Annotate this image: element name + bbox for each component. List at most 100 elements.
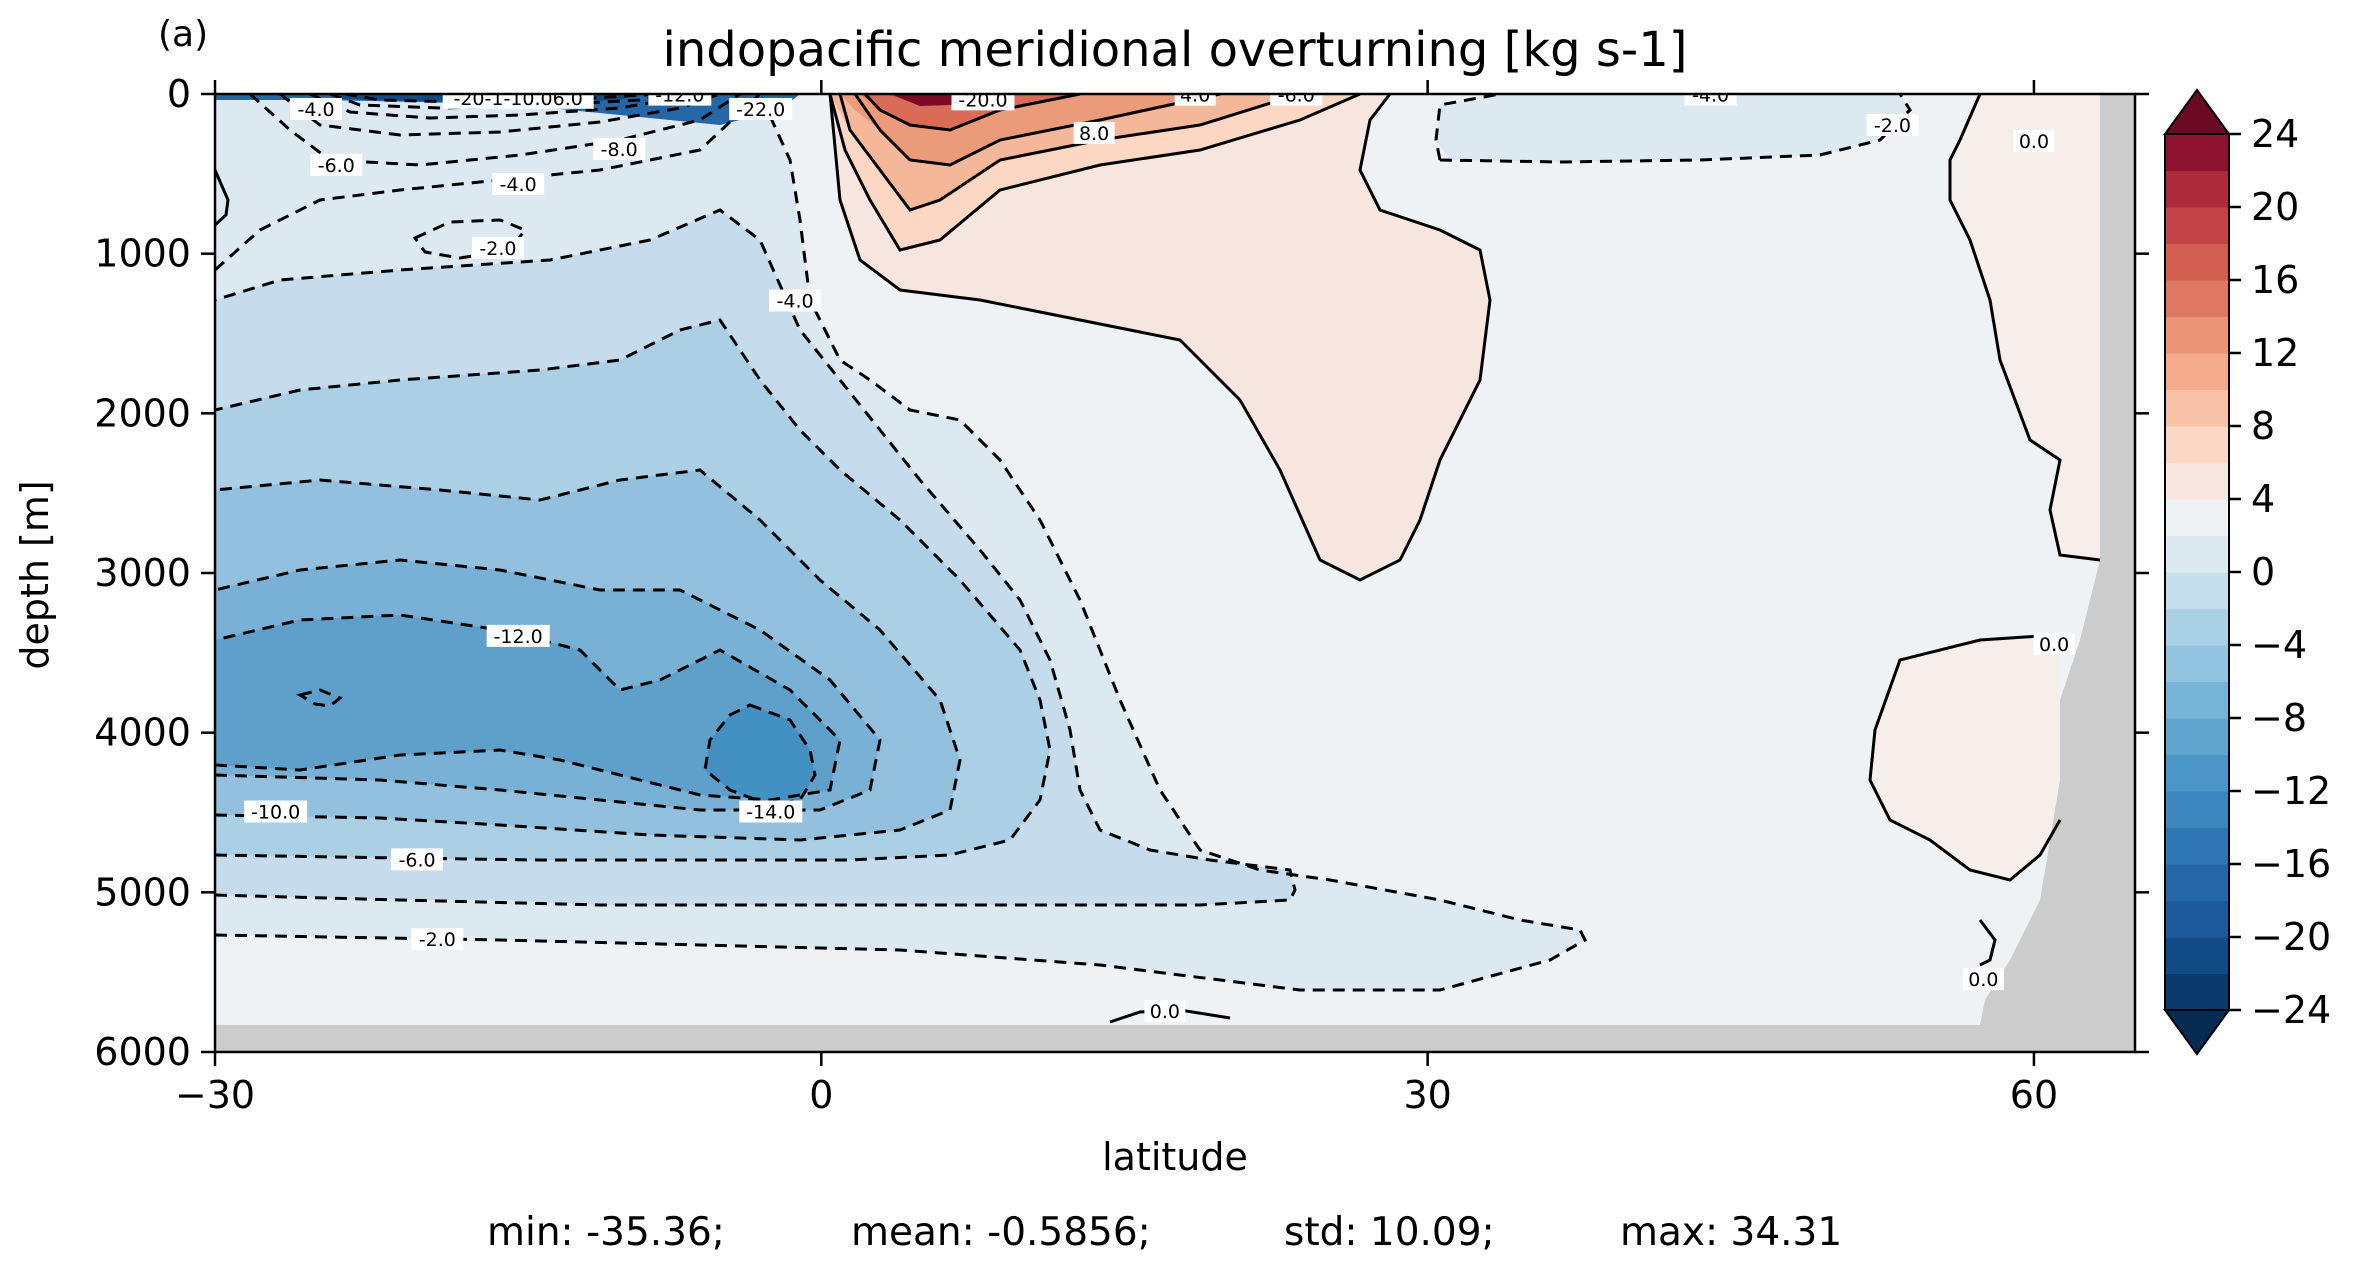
contour-fill-plus-north-b xyxy=(1870,636,2060,880)
colorbar-tick-label: −4 xyxy=(2251,623,2307,667)
colorbar-tick-label: −24 xyxy=(2251,988,2331,1032)
contour-label-bg xyxy=(1962,968,2004,991)
colorbar-tick-label: 24 xyxy=(2251,112,2299,156)
contour-line-minus2-north xyxy=(1434,94,1912,164)
contour-label: -6.0 xyxy=(1278,85,1315,107)
y-tick-label: 0 xyxy=(167,72,191,116)
colorbar-segment xyxy=(2165,426,2229,464)
contour-label: -4.0 xyxy=(298,99,335,121)
y-axis: 0 1000 2000 3000 4000 5000 6000 xyxy=(94,72,2149,1074)
contour-line-zero-a xyxy=(828,94,1492,582)
contour-label: -2.0 xyxy=(1874,115,1911,137)
contour-plot-area: -4.0 -6.0 -8.0 -4.0 -2.0 -20-1-10.06.0 -12.0 -2… xyxy=(215,85,2135,1052)
contour-label: -4.0 xyxy=(777,291,814,313)
x-axis-label: latitude xyxy=(1102,1135,1248,1179)
colorbar-segment xyxy=(2165,353,2229,391)
colorbar-tick-label: 0 xyxy=(2251,550,2275,594)
contour-line-minus12-west xyxy=(309,94,701,120)
colorbar-tick-label: −20 xyxy=(2251,915,2331,959)
chart-title: indopacific meridional overturning [kg s… xyxy=(663,22,1688,78)
contour-label-bg xyxy=(951,94,1015,111)
contour-label: 0.0 xyxy=(1968,969,1998,991)
colorbar-tick-label: −16 xyxy=(2251,842,2331,886)
contour-label-bg xyxy=(1270,94,1323,106)
colorbar-tick-label: 12 xyxy=(2251,331,2299,375)
colorbar: 24 20 16 12 8 4 0 −4 −8 −12 −16 −20 −24 xyxy=(2163,88,2331,1056)
contour-label: -4.0 xyxy=(1692,85,1729,107)
colorbar-extend-min xyxy=(2163,1009,2231,1056)
contour-line-minus8 xyxy=(215,468,962,842)
contour-label: -2.0 xyxy=(479,238,516,260)
contour-labels: -4.0 -6.0 -8.0 -4.0 -2.0 -20-1-10.06.0 -12.0 -2… xyxy=(244,85,2075,1023)
contour-line-plus4 xyxy=(828,94,1361,252)
contour-fill-plus-north-a xyxy=(1950,94,2100,560)
y-tick-label: 2000 xyxy=(94,391,191,435)
colorbar-tick-label: 20 xyxy=(2251,185,2299,229)
contour-label: -10.0 xyxy=(251,802,300,824)
contour-line-minus2 xyxy=(215,94,1587,992)
colorbar-tick-label: −12 xyxy=(2251,769,2331,813)
contour-fill-minus12 xyxy=(215,615,840,800)
contour-label-bg xyxy=(471,236,524,259)
contour-label: -22.0 xyxy=(736,99,785,121)
contour-label-bg xyxy=(486,624,550,647)
stat-mean: mean: -0.5856; xyxy=(851,1210,1151,1255)
contour-label-bg xyxy=(1174,94,1216,106)
contour-label: -4.0 xyxy=(500,174,537,196)
stat-std: std: 10.09; xyxy=(1284,1210,1495,1255)
contour-line-zero-north-b xyxy=(1868,634,2062,882)
colorbar-segment xyxy=(2165,280,2229,318)
contour-fill-minus16 xyxy=(705,705,815,805)
contour-line-minus8-west xyxy=(279,94,721,137)
contour-label: -2.0 xyxy=(419,929,456,951)
contour-label: 0.0 xyxy=(2019,131,2049,153)
contour-label: 0.0 xyxy=(2039,634,2069,656)
contour-line-minus6 xyxy=(215,318,1052,862)
colorbar-segment xyxy=(2165,207,2229,245)
contour-line-zero-south-east xyxy=(1978,919,1997,967)
y-tick-label: 4000 xyxy=(94,711,191,755)
contour-label-bg xyxy=(593,137,646,160)
contour-label-bg xyxy=(1073,121,1115,144)
contour-line-minus16-west xyxy=(329,94,681,110)
contour-line-zero-west xyxy=(215,169,230,227)
contour-line-minus6-west xyxy=(248,94,741,167)
x-tick-label: 30 xyxy=(1403,1073,1451,1117)
y-tick-label: 6000 xyxy=(94,1030,191,1074)
contour-label-bg xyxy=(2033,632,2075,655)
contour-label-bg xyxy=(310,153,363,176)
colorbar-segment xyxy=(2165,243,2229,281)
contour-label: -6.0 xyxy=(318,155,355,177)
contour-label-bg xyxy=(290,97,343,120)
x-tick-label: −30 xyxy=(175,1073,255,1117)
colorbar-segment xyxy=(2165,462,2229,500)
y-tick-label: 3000 xyxy=(94,551,191,595)
contour-label: -8.0 xyxy=(601,139,638,161)
colorbar-segment xyxy=(2165,608,2229,646)
contour-label-bg xyxy=(492,173,545,196)
colorbar-tick-label: 4 xyxy=(2251,477,2275,521)
solid-contours xyxy=(215,94,2101,1024)
colorbar-segment xyxy=(2165,572,2229,610)
contour-label-bg xyxy=(729,97,793,120)
x-axis: −30 0 30 60 xyxy=(175,80,2058,1117)
colorbar-segment xyxy=(2165,827,2229,865)
colorbar-segment xyxy=(2165,900,2229,938)
colorbar-extend-max xyxy=(2163,88,2231,135)
contour-line-plus12 xyxy=(853,94,1221,167)
colorbar-segment xyxy=(2165,535,2229,573)
contour-label-bg xyxy=(648,94,712,106)
colorbar-segment xyxy=(2165,864,2229,902)
colorbar-segment xyxy=(2165,754,2229,792)
colorbar-segment xyxy=(2165,791,2229,829)
contour-label: -12.0 xyxy=(655,85,704,107)
contour-label: -6.0 xyxy=(399,849,436,871)
x-tick-label: 0 xyxy=(809,1073,833,1117)
colorbar-segment xyxy=(2165,499,2229,537)
colorbar-segment xyxy=(2165,316,2229,354)
contour-fill-minus2-north xyxy=(1436,94,1910,162)
stat-max: max: 34.31 xyxy=(1620,1210,1843,1255)
contour-line-zero-north-a xyxy=(1948,94,2101,562)
colorbar-segment xyxy=(2165,134,2229,172)
